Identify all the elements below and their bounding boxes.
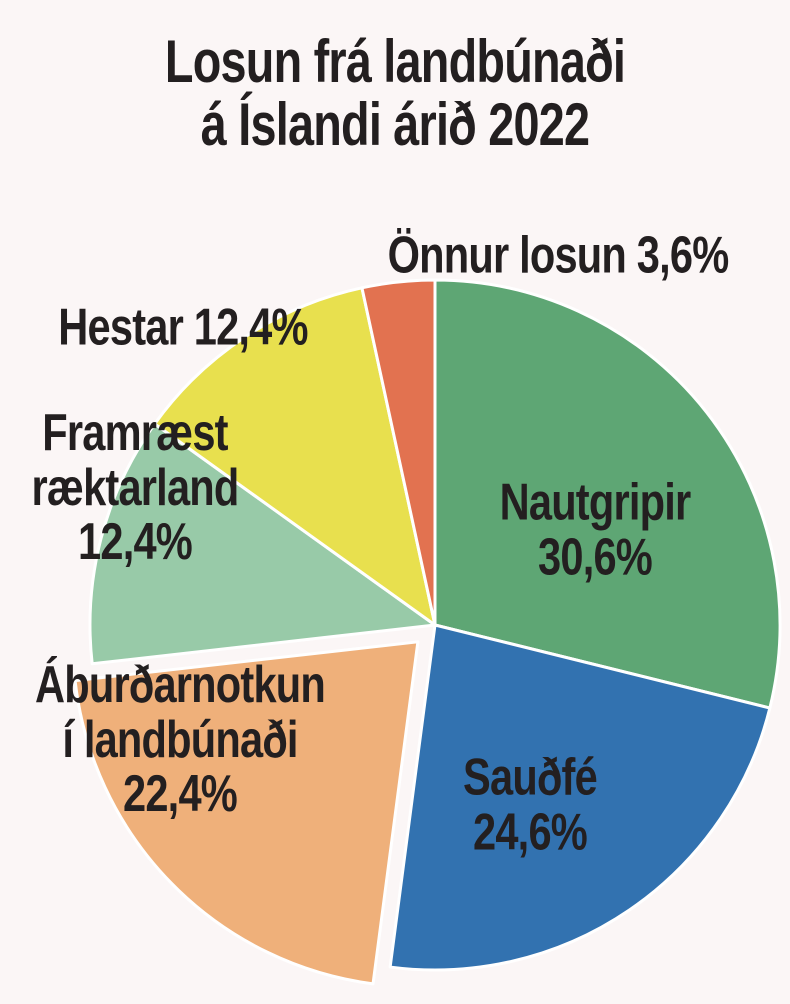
pie-slice (388, 623, 772, 972)
category-name: Hestar (58, 298, 183, 357)
pie-slice (433, 278, 782, 710)
slice-label: Framræst ræktarland 12,4% (31, 404, 239, 572)
slice-label: Hestar 12,4% (58, 298, 309, 357)
value-label: 30,6% (538, 528, 653, 586)
pie-slice (360, 278, 437, 627)
slice-label: Önnur losun 3,6% (387, 226, 730, 285)
slice-label: Áburðarnotkun í landbúnaði 22,4% (34, 656, 326, 824)
pie-slice (73, 640, 420, 986)
value-label: 24,6% (473, 803, 588, 861)
category-name: Framræst ræktarland (31, 404, 239, 517)
value-label: 22,4% (123, 765, 238, 824)
pie-slice (88, 422, 437, 666)
slice-label: Sauðfé 24,6% (463, 748, 598, 861)
pie-slice (153, 286, 437, 627)
chart-title: Losun frá landbúnaði á Íslandi árið 2022 (164, 28, 626, 158)
value-label: 12,4% (78, 513, 193, 572)
value-label: 3,6% (636, 226, 729, 285)
category-name: Nautgripir (499, 473, 692, 532)
value-label: 12,4% (193, 298, 309, 357)
category-name: Sauðfé (463, 748, 598, 807)
slice-label: Nautgripir 30,6% (499, 473, 692, 586)
category-name: Önnur losun (387, 226, 627, 285)
category-name: Áburðarnotkun í landbúnaði (34, 656, 326, 769)
